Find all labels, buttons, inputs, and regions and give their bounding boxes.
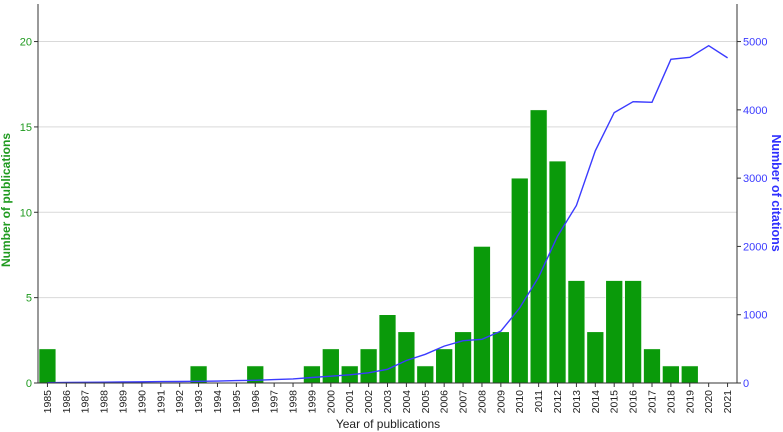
x-axis-label: Year of publications	[336, 417, 440, 431]
x-tick-label: 2002	[363, 390, 375, 414]
x-tick-label: 1987	[80, 390, 92, 414]
bar-2018	[662, 365, 680, 384]
x-tick-label: 2021	[722, 390, 734, 414]
x-tick-label: 2006	[439, 390, 451, 414]
right-axis-label: Number of citations	[769, 134, 783, 251]
x-tick-label: 1997	[269, 390, 281, 414]
bar-2011	[529, 109, 548, 384]
left-tick-label: 10	[20, 207, 32, 219]
x-tick-label: 1990	[136, 390, 148, 414]
right-tick-label: 4000	[743, 105, 767, 117]
x-tick-label: 2020	[703, 390, 715, 414]
x-tick-label: 2011	[533, 390, 545, 413]
right-tick-label: 3000	[743, 173, 767, 185]
right-tick-label: 0	[743, 378, 749, 390]
bar-2000	[322, 348, 340, 384]
x-tick-label: 2007	[458, 390, 470, 414]
x-tick-label: 2012	[552, 390, 564, 414]
left-tick-label: 15	[20, 122, 32, 134]
x-axis-ticks: 1985 1986 1987 1988 1989 1990 1991 1992 1993 1994…	[42, 383, 734, 413]
x-tick-label: 2003	[382, 390, 394, 414]
bar-2016	[624, 280, 642, 384]
x-tick-label: 1996	[250, 390, 262, 414]
left-axis-ticks: 0 5 10 15 20	[20, 37, 38, 390]
x-tick-label: 2010	[514, 390, 526, 414]
bar-2004	[397, 331, 416, 384]
x-tick-label: 1985	[42, 390, 54, 414]
x-tick-label: 1995	[231, 390, 243, 414]
x-tick-label: 2014	[590, 390, 602, 414]
x-tick-label: 1988	[99, 390, 111, 414]
x-tick-label: 2013	[571, 390, 583, 414]
x-tick-label: 2008	[477, 390, 489, 414]
x-tick-label: 2001	[344, 390, 356, 414]
bar-1993	[189, 365, 208, 384]
right-tick-label: 5000	[743, 37, 767, 49]
line-series	[47, 44, 728, 384]
x-tick-label: 1989	[118, 390, 130, 414]
bar-2002	[359, 348, 378, 384]
x-tick-label: 2016	[628, 390, 640, 414]
left-axis-label: Number of publications	[0, 133, 13, 267]
bar-2009	[492, 331, 510, 384]
left-tick-label: 20	[20, 37, 32, 49]
x-tick-label: 1999	[306, 390, 318, 414]
bar-2013	[567, 280, 586, 384]
x-tick-label: 1994	[212, 390, 224, 414]
bar-1999	[303, 365, 321, 384]
x-tick-label: 2019	[684, 390, 696, 414]
citations-line	[47, 44, 728, 384]
right-tick-label: 2000	[743, 241, 767, 253]
x-tick-label: 2005	[420, 390, 432, 414]
x-tick-label: 2018	[665, 390, 677, 414]
left-tick-label: 0	[26, 378, 32, 390]
bar-2017	[643, 348, 661, 384]
bar-2005	[416, 365, 435, 384]
x-tick-label: 2000	[325, 390, 337, 414]
x-tick-label: 2009	[495, 390, 507, 414]
x-tick-label: 2015	[609, 390, 621, 414]
bar-2010	[510, 177, 529, 384]
bar-series	[38, 109, 699, 384]
bar-2012	[548, 160, 567, 384]
bar-2015	[605, 280, 623, 384]
x-tick-label: 1993	[193, 390, 205, 414]
x-tick-label: 1992	[174, 390, 186, 414]
bar-2003	[378, 314, 397, 384]
right-tick-label: 1000	[743, 310, 767, 322]
x-tick-label: 1998	[288, 390, 300, 414]
x-tick-label: 1986	[61, 390, 73, 414]
left-tick-label: 5	[26, 293, 32, 305]
x-tick-label: 2017	[647, 390, 659, 414]
bar-2008	[473, 246, 491, 384]
bar-2014	[586, 331, 605, 384]
bar-2006	[435, 348, 453, 384]
bar-2007	[454, 331, 472, 384]
x-tick-label: 2004	[401, 390, 413, 414]
x-tick-label: 1991	[155, 390, 167, 414]
grid-lines	[38, 41, 737, 299]
right-axis-ticks: 0 1000 2000 3000 4000 5000	[737, 37, 767, 390]
bar-2019	[681, 365, 699, 384]
bar-1985	[38, 348, 57, 384]
